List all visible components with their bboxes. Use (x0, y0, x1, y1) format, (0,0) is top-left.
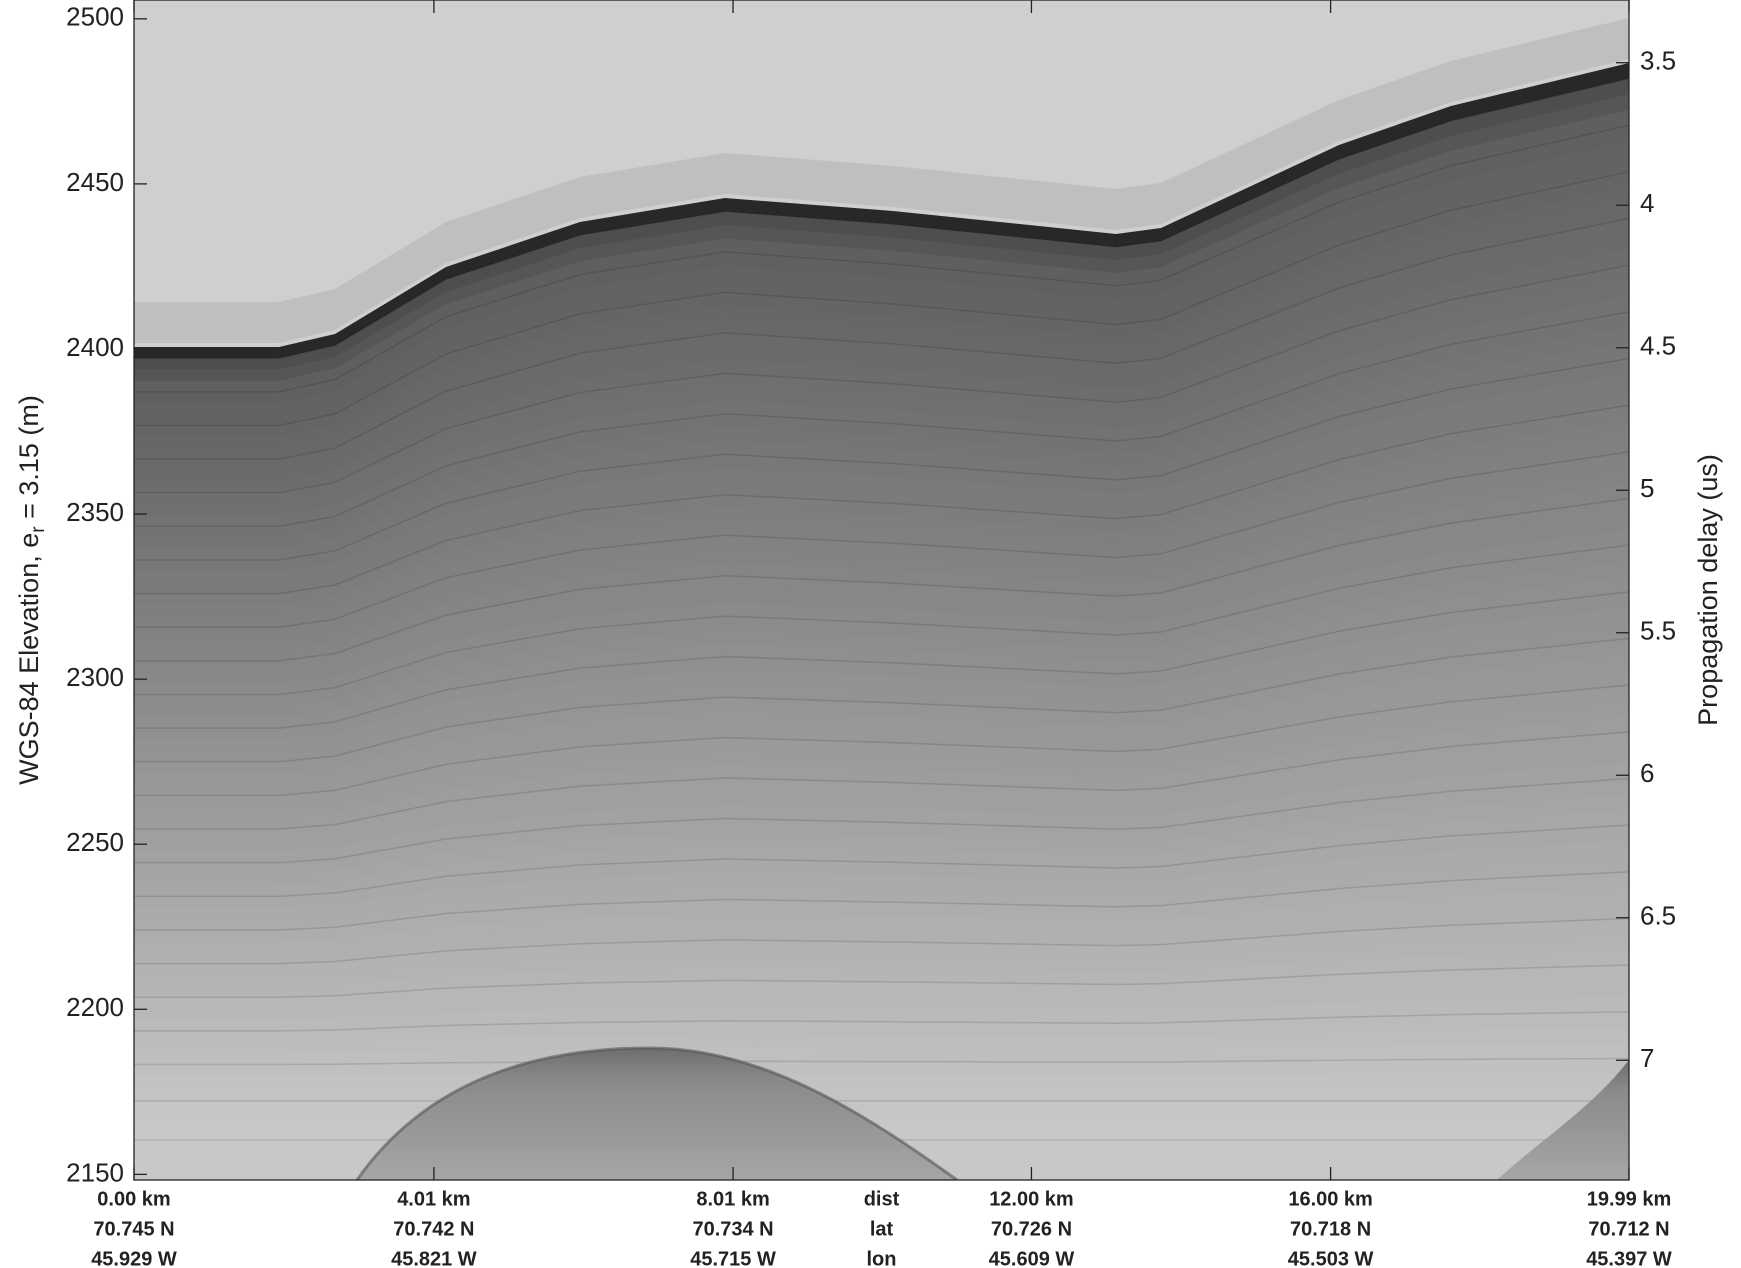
internal-layer (134, 964, 1629, 998)
x-tick-label: 0.00 km (97, 1188, 170, 1210)
x-row-label: 70.718 N (1290, 1218, 1371, 1240)
internal-layer (134, 824, 1629, 898)
internal-layer (134, 1011, 1629, 1032)
internal-layer (134, 871, 1629, 931)
x-row-label: 70.726 N (991, 1218, 1072, 1240)
y2-tick-label: 4 (1640, 188, 1654, 218)
x-row-label: 45.503 W (1288, 1248, 1374, 1268)
y-tick-label: 2350 (66, 497, 124, 527)
y-tick-label: 2400 (66, 332, 124, 362)
y2-tick-label: 6 (1640, 758, 1654, 788)
internal-layer (134, 1057, 1629, 1066)
internal-layer (134, 777, 1629, 864)
internal-layer (134, 451, 1629, 629)
radargram (134, 0, 1629, 1180)
y-label-text: WGS-84 Elevation, e (14, 533, 44, 785)
x-row-label: 70.745 N (93, 1218, 174, 1240)
internal-layer (134, 124, 1629, 393)
y-tick-label: 2150 (66, 1157, 124, 1187)
y-label-subscript: r (28, 526, 49, 533)
plot-frame (133, 0, 1630, 1181)
y-axis-label: WGS-84 Elevation, er = 3.15 (m) (14, 395, 49, 785)
x-row-label: 70.742 N (393, 1218, 474, 1240)
y-tick-label: 2250 (66, 827, 124, 857)
x-tick-label: 8.01 km (696, 1188, 769, 1210)
x-tick-label: 4.01 km (397, 1188, 470, 1210)
internal-layer (134, 264, 1629, 494)
x-tick-label: 12.00 km (989, 1188, 1074, 1210)
x-row-name: lat (870, 1218, 894, 1240)
internal-layer (134, 404, 1629, 595)
surface-halo (134, 18, 1629, 343)
y-tick-label: 2200 (66, 992, 124, 1022)
x-row-label: 70.712 N (1588, 1218, 1669, 1240)
internal-layer (134, 357, 1629, 561)
bed-return (357, 1048, 957, 1180)
x-row-label: 45.821 W (391, 1248, 477, 1268)
x-row-label: 45.715 W (690, 1248, 776, 1268)
internal-layer (134, 217, 1629, 460)
internal-layer (134, 637, 1629, 763)
x-row-label: 45.397 W (1586, 1248, 1672, 1268)
internal-layer (134, 171, 1629, 427)
x-tick-label: 16.00 km (1288, 1188, 1373, 1210)
x-row-label: 45.929 W (91, 1248, 177, 1268)
y2-tick-label: 3.5 (1640, 46, 1676, 76)
x-row-name: dist (864, 1188, 900, 1210)
y-tick-label: 2450 (66, 167, 124, 197)
internal-layer (134, 917, 1629, 965)
internal-layer (134, 497, 1629, 662)
y-label-suffix: = 3.15 (m) (14, 395, 44, 526)
y2-tick-label: 5.5 (1640, 616, 1676, 646)
y2-tick-label: 7 (1640, 1043, 1654, 1073)
internal-layer (134, 77, 1629, 359)
internal-layer (134, 311, 1629, 528)
bed-return (355, 1046, 958, 1180)
internal-layer (134, 731, 1629, 830)
internal-layer (134, 544, 1629, 696)
x-row-label: 45.609 W (989, 1248, 1075, 1268)
y-tick-label: 2300 (66, 662, 124, 692)
internal-layer (134, 684, 1629, 797)
y2-axis-label: Propagation delay (us) (1693, 454, 1723, 726)
x-tick-label: 19.99 km (1587, 1188, 1672, 1210)
x-row-label: 70.734 N (692, 1218, 773, 1240)
y2-tick-label: 5 (1640, 473, 1654, 503)
y-tick-label: 2500 (66, 2, 124, 32)
internal-layer (134, 591, 1629, 729)
y2-tick-label: 4.5 (1640, 331, 1676, 361)
x-row-name: lon (867, 1248, 897, 1268)
y2-tick-label: 6.5 (1640, 901, 1676, 931)
bed-return (1497, 1060, 1629, 1180)
